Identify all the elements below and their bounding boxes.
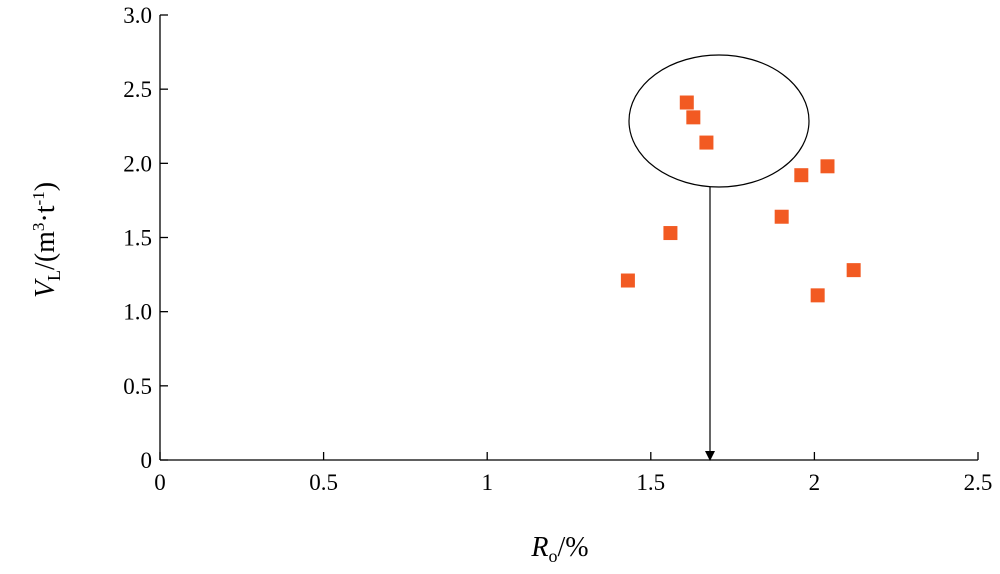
y-tick-label: 3.0	[123, 3, 152, 28]
y-tick-label: 2.0	[123, 151, 152, 176]
point	[820, 159, 835, 174]
x-tick-label: 0.5	[309, 470, 338, 495]
x-tick-label: 1.5	[636, 470, 665, 495]
y-tick-label: 0.5	[123, 374, 152, 399]
y-tick-label: 1.0	[123, 300, 152, 325]
point	[794, 168, 809, 183]
y-tick-label: 0	[141, 448, 153, 473]
x-tick-label: 2	[809, 470, 821, 495]
point	[663, 226, 678, 241]
x-tick-label: 0	[154, 470, 166, 495]
x-axis-label: Ro/%	[530, 532, 588, 566]
point	[774, 209, 789, 224]
y-axis-label: VL/(m3·t-1)	[29, 182, 64, 298]
point	[846, 263, 861, 278]
point	[699, 135, 714, 150]
y-tick-label: 2.5	[123, 77, 152, 102]
point	[620, 273, 635, 288]
y-tick-label: 1.5	[123, 226, 152, 251]
point	[679, 95, 694, 110]
x-tick-label: 2.5	[964, 470, 993, 495]
point	[810, 288, 825, 303]
x-tick-label: 1	[481, 470, 493, 495]
point	[686, 110, 701, 125]
highlight-ellipse	[628, 54, 810, 188]
